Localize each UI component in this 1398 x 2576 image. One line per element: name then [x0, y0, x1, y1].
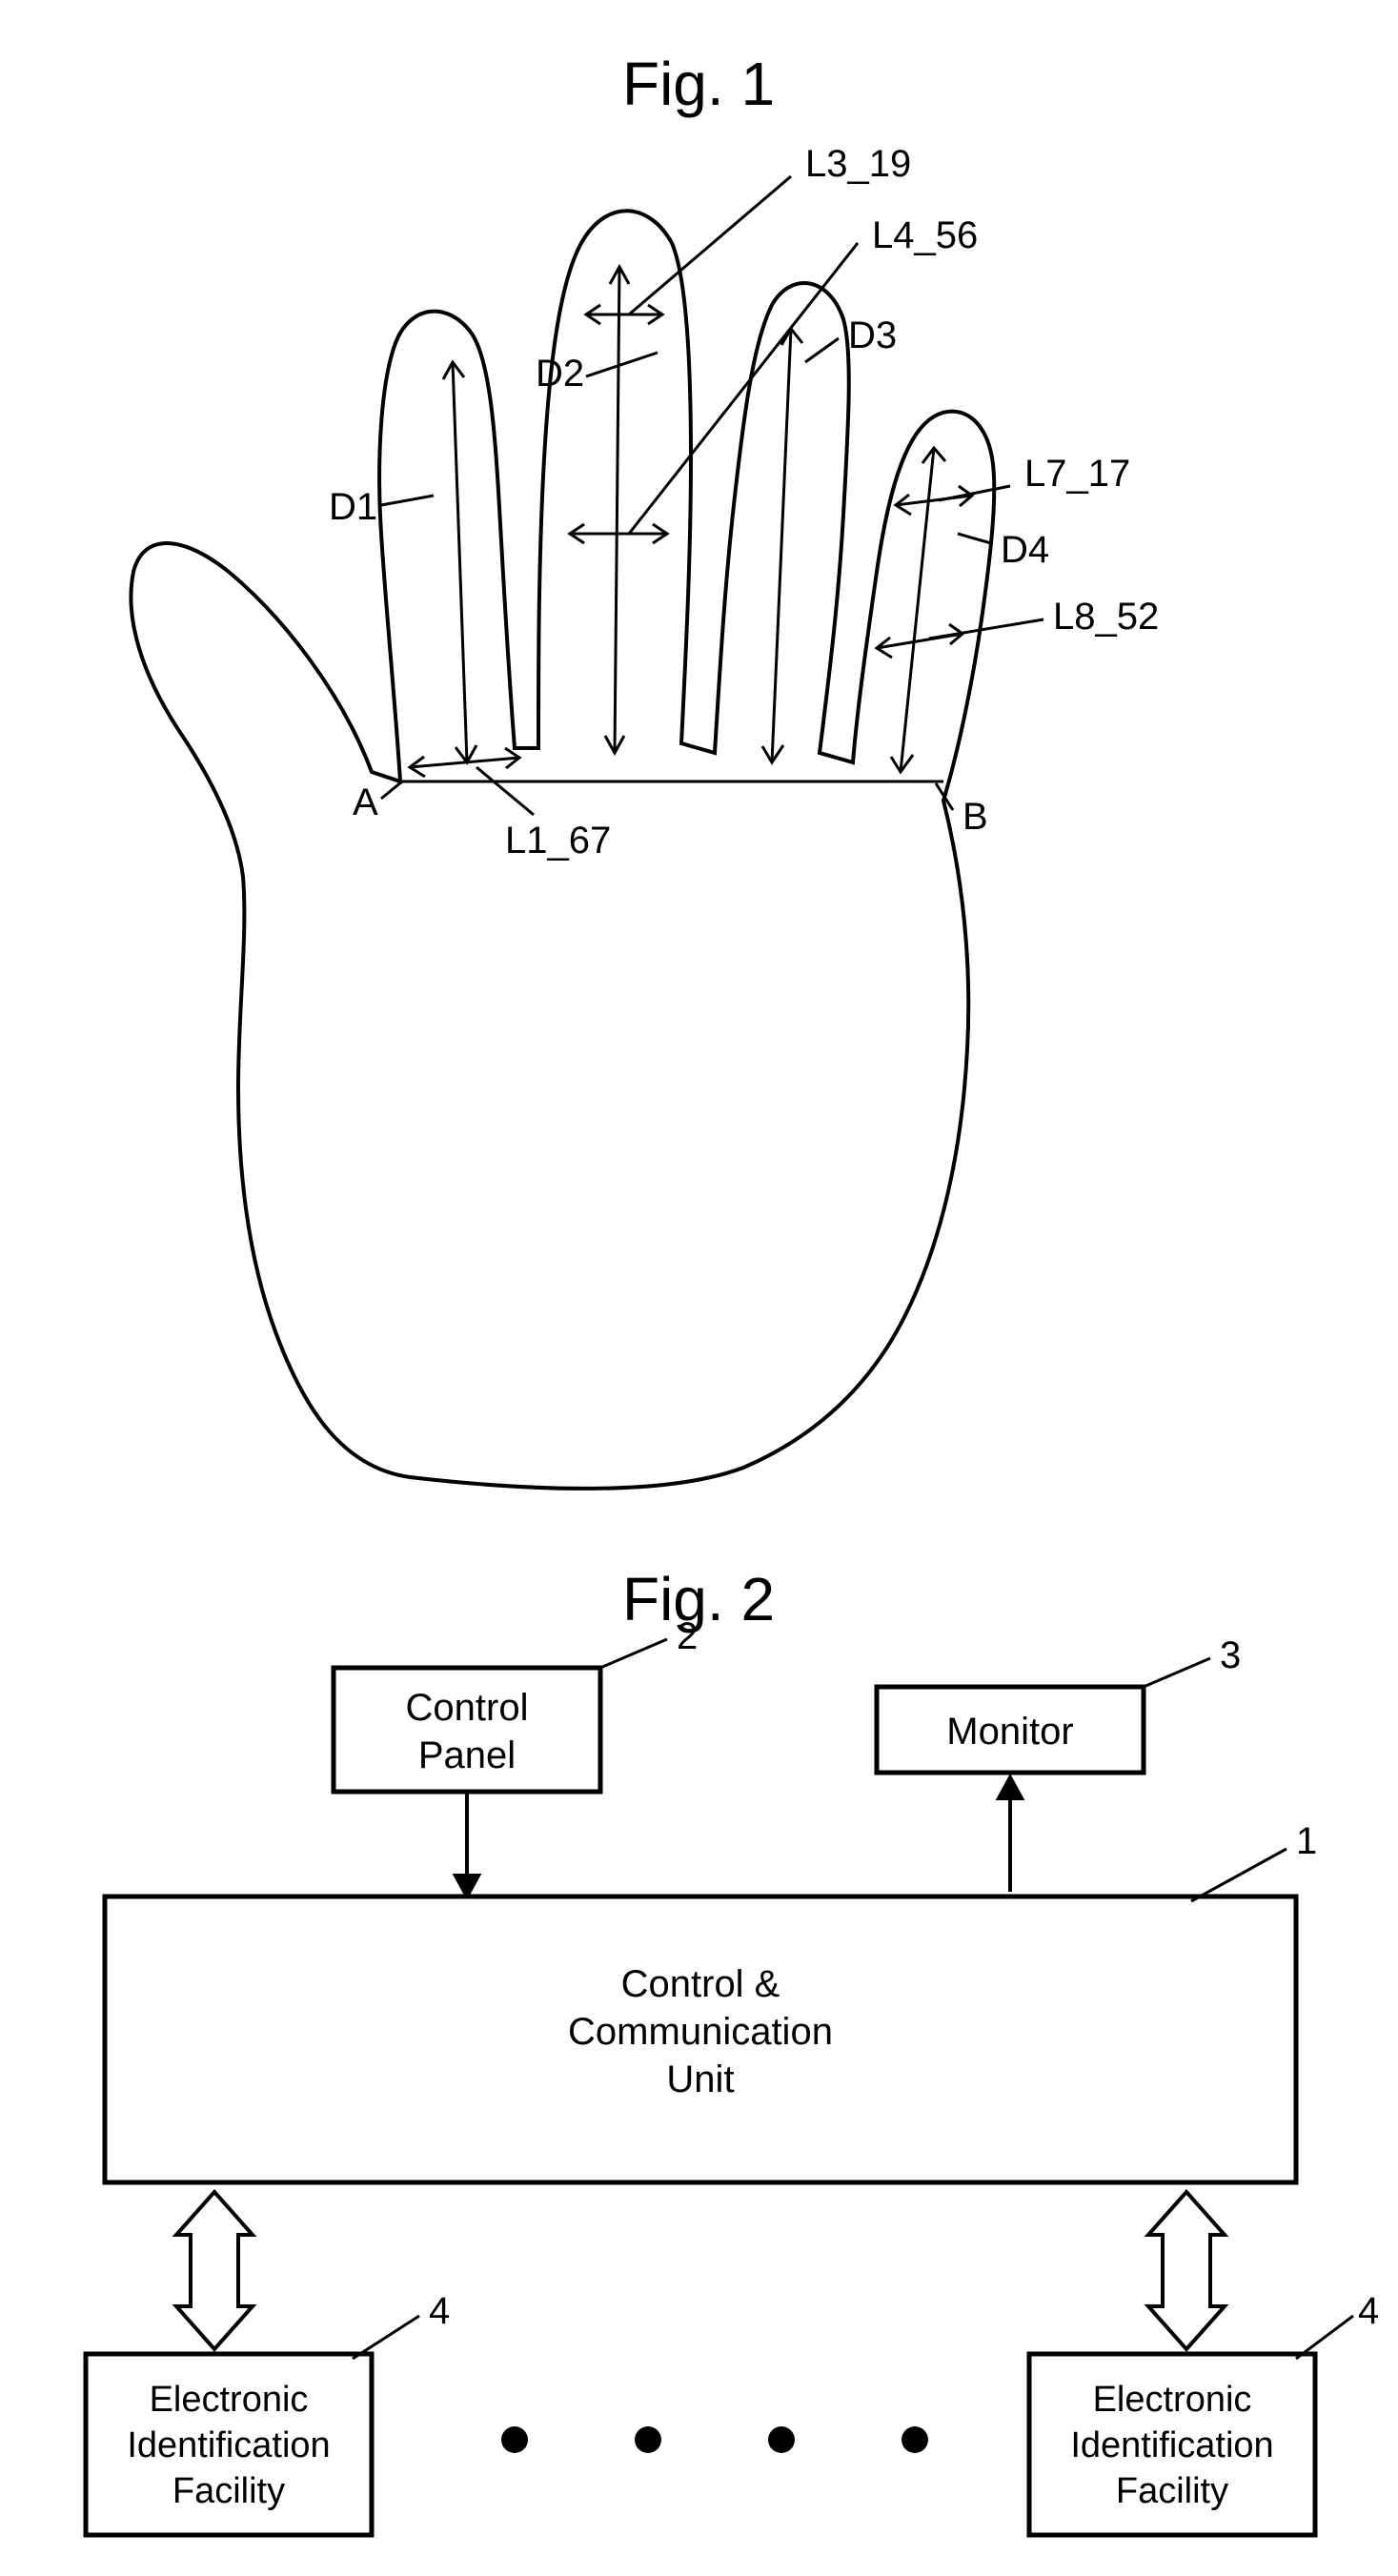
fig2-title: Fig. 2 — [622, 1565, 775, 1633]
ellipsis-dots — [501, 2426, 928, 2453]
label-l4: L4_56 — [872, 214, 978, 256]
leader-l8 — [929, 619, 1043, 639]
double-arrow-left — [176, 2192, 253, 2349]
ref-1: 1 — [1296, 1820, 1317, 1862]
d2-length-arrow — [605, 267, 629, 753]
page: Fig. 1 — [0, 0, 1398, 2571]
label-l8: L8_52 — [1053, 596, 1159, 638]
ref-3: 3 — [1220, 1634, 1241, 1676]
l3-width-arrow — [586, 305, 662, 324]
arrow-cp-to-ccu — [456, 1792, 478, 1897]
l1-width-arrow — [410, 748, 519, 777]
leader-ref1 — [1191, 1849, 1287, 1901]
label-d1: D1 — [329, 486, 377, 528]
eif-right-label2: Identification — [1070, 2425, 1273, 2465]
label-l1: L1_67 — [505, 820, 611, 862]
figure-1: Fig. 1 — [131, 50, 1159, 1489]
arrow-ccu-to-monitor — [999, 1777, 1022, 1892]
leader-l7 — [939, 486, 1010, 500]
label-a: A — [353, 781, 378, 823]
ref-2: 2 — [677, 1615, 698, 1657]
label-l7: L7_17 — [1024, 453, 1130, 495]
l4-width-arrow — [570, 524, 667, 543]
leader-l1 — [476, 767, 534, 815]
eif-right-label3: Facility — [1116, 2471, 1228, 2511]
eif-left-label3: Facility — [172, 2471, 285, 2511]
fig1-title: Fig. 1 — [622, 50, 775, 118]
label-d2: D2 — [536, 353, 584, 395]
l8-width-arrow — [877, 624, 962, 658]
ref-4-right: 4 — [1358, 2290, 1379, 2332]
eif-left-label2: Identification — [127, 2425, 330, 2465]
control-panel-label2: Panel — [418, 1734, 516, 1776]
l7-width-arrow — [896, 486, 972, 515]
double-arrow-right — [1148, 2192, 1225, 2349]
leader-ref4-left — [353, 2316, 419, 2359]
leader-ref2 — [600, 1639, 667, 1668]
leader-d4 — [958, 534, 991, 543]
control-panel-label1: Control — [406, 1687, 529, 1729]
ccu-label3: Unit — [666, 2059, 734, 2100]
ref-4-left: 4 — [429, 2290, 450, 2332]
leader-a — [381, 781, 402, 799]
d3-length-arrow — [762, 329, 802, 762]
monitor-label: Monitor — [946, 1711, 1073, 1753]
ccu-label1: Control & — [621, 1963, 780, 2005]
eif-right-label1: Electronic — [1093, 2380, 1252, 2420]
figure-2: Fig. 2 Control Panel 2 Monitor 3 Control… — [86, 1565, 1379, 2535]
leader-ref4-right — [1296, 2316, 1353, 2359]
label-d3: D3 — [848, 314, 897, 356]
d4-length-arrow — [891, 448, 945, 772]
leader-d1 — [381, 496, 434, 505]
d1-length-arrow — [443, 362, 476, 762]
ccu-label2: Communication — [568, 2011, 833, 2053]
eif-left-label1: Electronic — [150, 2380, 309, 2420]
label-b: B — [962, 796, 988, 838]
label-l3: L3_19 — [805, 143, 911, 185]
leader-d2 — [586, 353, 658, 376]
leader-ref3 — [1144, 1658, 1210, 1687]
leader-l3 — [629, 176, 791, 314]
leader-d3 — [805, 338, 839, 362]
label-d4: D4 — [1001, 529, 1049, 571]
